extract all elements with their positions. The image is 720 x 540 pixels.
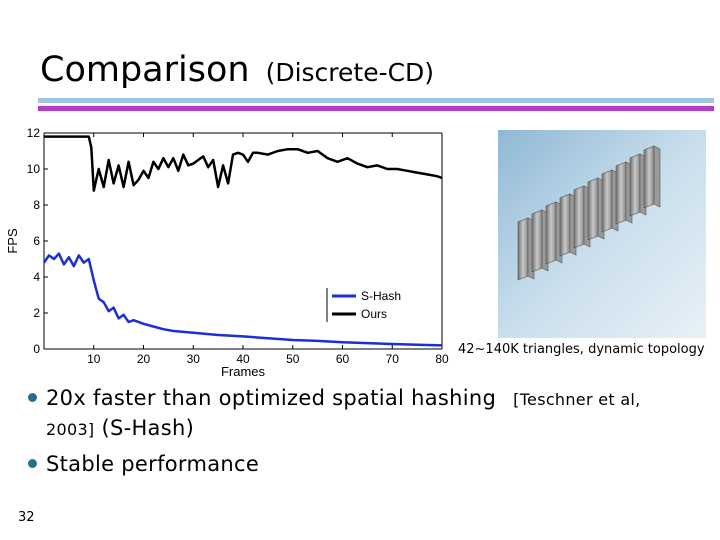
title-rule-top xyxy=(38,98,714,103)
y-axis-label: FPS xyxy=(5,228,20,254)
sheet xyxy=(643,145,655,209)
sheet xyxy=(517,217,529,281)
sheet xyxy=(587,177,599,241)
sheet-stack xyxy=(517,145,661,281)
bullet-speed-text: 20x faster than optimized spatial hashin… xyxy=(46,384,706,444)
sheet xyxy=(615,161,627,225)
series-line-s-hash xyxy=(42,252,443,347)
sheet xyxy=(545,201,557,265)
bullet-speed-main: 20x faster than optimized spatial hashin… xyxy=(46,386,497,410)
x-tick-label: 40 xyxy=(236,352,250,366)
y-tick-label: 2 xyxy=(33,306,40,320)
sheet xyxy=(573,185,585,249)
slide-title-block: Comparison (Discrete-CD) xyxy=(40,50,434,90)
y-tick-label: 6 xyxy=(33,234,40,248)
fps-line-chart: 10 20 30 40 50 60 70 80 0 2 4 6 8 10 12 Frames FPS S-H… xyxy=(5,126,449,379)
y-tick-label: 0 xyxy=(33,342,40,356)
x-tick-label: 20 xyxy=(137,352,151,366)
title-rule-bottom xyxy=(38,106,714,111)
bullet-speed-tail: (S-Hash) xyxy=(101,416,195,440)
bullet-stable-main: Stable performance xyxy=(46,452,260,476)
bullet-dot xyxy=(28,393,37,402)
bullet-dot xyxy=(28,459,37,468)
y-tick-label: 4 xyxy=(33,270,40,284)
bullet-stable-text: Stable performance xyxy=(46,450,706,478)
sheet xyxy=(601,169,613,233)
sheet xyxy=(629,153,641,217)
x-tick-label: 80 xyxy=(435,352,449,366)
slide-subtitle: (Discrete-CD) xyxy=(265,58,435,87)
x-tick-label: 30 xyxy=(187,352,201,366)
y-tick-label: 10 xyxy=(27,162,41,176)
x-tick-label: 60 xyxy=(336,352,350,366)
bullet-speed-ref-year: 2003] xyxy=(46,420,95,439)
x-tick-label: 70 xyxy=(386,352,400,366)
bullet-speed-ref: [Teschner et al, xyxy=(513,390,641,409)
sheet xyxy=(559,193,571,257)
image-caption: 42~140K triangles, dynamic topology xyxy=(458,342,705,357)
folded-sheets-render-icon xyxy=(498,130,706,338)
legend-label-shash: S-Hash xyxy=(361,289,401,303)
series-line-ours xyxy=(44,135,443,192)
series-lines xyxy=(42,135,443,347)
slide-title: Comparison xyxy=(40,50,250,90)
y-tick-label: 12 xyxy=(27,126,41,140)
legend-label-ours: Ours xyxy=(361,307,387,321)
axis-ticks: 10 20 30 40 50 60 70 80 0 2 4 6 8 10 12 xyxy=(27,126,449,366)
legend: S-Hash Ours xyxy=(326,288,401,322)
x-axis-label: Frames xyxy=(221,364,266,379)
sheet xyxy=(531,209,543,273)
y-tick-label: 8 xyxy=(33,198,40,212)
sheet-fold xyxy=(653,145,661,208)
x-tick-label: 50 xyxy=(286,352,300,366)
x-tick-label: 10 xyxy=(87,352,101,366)
slide-number: 32 xyxy=(18,510,35,525)
